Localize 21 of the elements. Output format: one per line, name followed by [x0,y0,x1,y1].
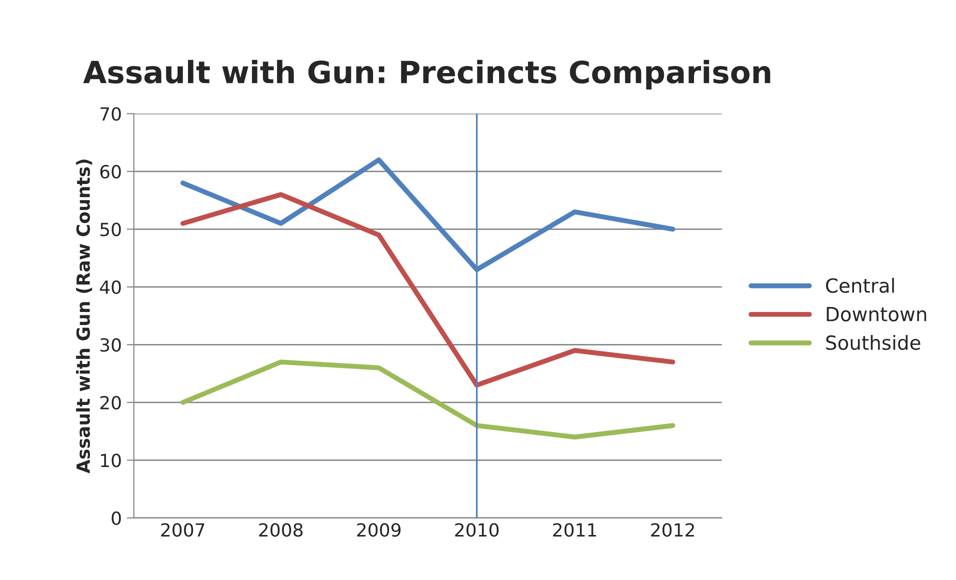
legend-label: Downtown [826,307,926,322]
y-tick-label: 10 [101,454,121,468]
y-tick-label: 60 [100,164,121,179]
x-tick-label: 2007 [161,523,204,537]
legend-label: Southside [826,334,920,350]
y-tick-label: 0 [112,511,121,526]
line-series [180,192,676,388]
chart-title: Assault with Gun: Precincts Comparison [83,60,770,90]
legend-label: Central [826,278,894,293]
y-tick-label: 70 [100,107,121,121]
x-tick-label: 2012 [651,523,694,537]
line-series [180,360,676,440]
x-tick-label: 2011 [553,523,596,537]
x-tick-label: 2008 [259,523,303,537]
y-tick-label: 20 [100,396,121,410]
y-tick-label: 40 [100,280,121,294]
y-tick-label: 30 [100,338,121,352]
y-tick-label: 50 [100,222,121,236]
x-tick-label: 2009 [357,523,401,537]
x-tick-label: 2010 [455,523,499,537]
y-axis-title: Assault with Gun (Raw Counts) [76,160,92,474]
